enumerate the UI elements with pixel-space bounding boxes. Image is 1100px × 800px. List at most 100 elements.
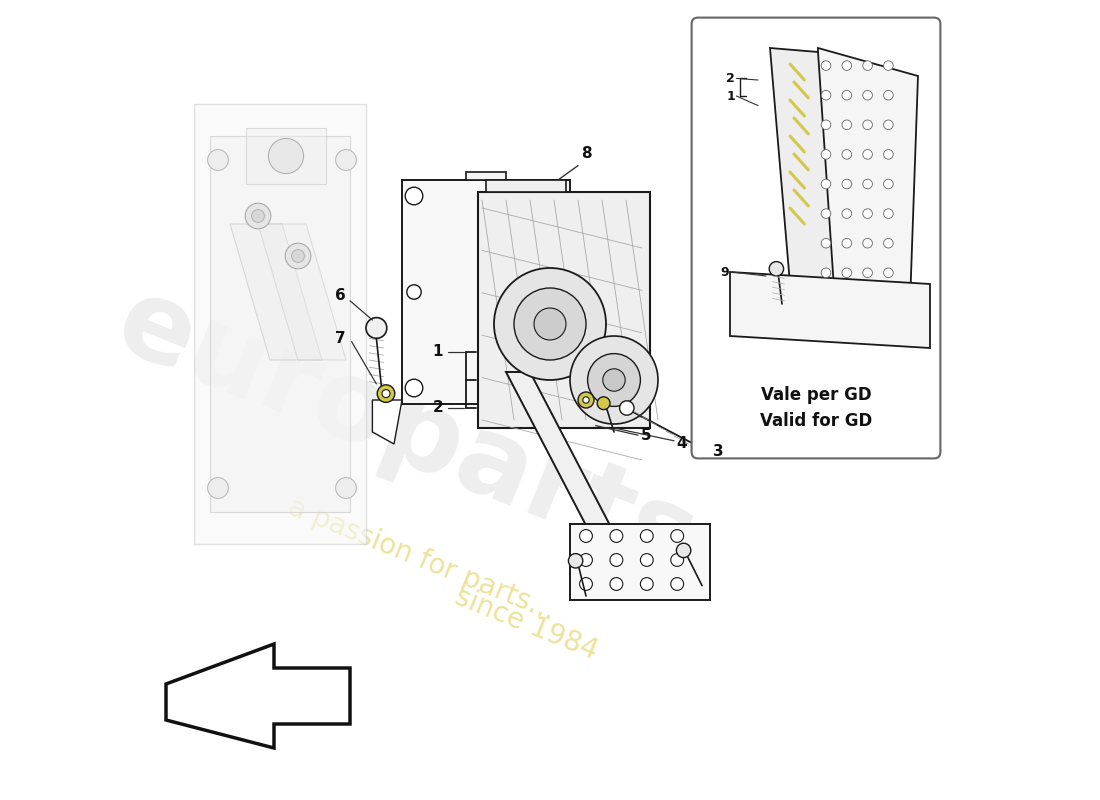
Circle shape [842,179,851,189]
Circle shape [640,578,653,590]
Text: 1: 1 [432,345,443,359]
Circle shape [769,262,783,276]
Polygon shape [402,180,570,404]
Circle shape [862,209,872,218]
Circle shape [549,379,566,397]
Polygon shape [570,524,710,600]
Polygon shape [506,372,626,556]
Circle shape [405,187,422,205]
Circle shape [580,578,593,590]
Circle shape [883,268,893,278]
Text: europarts: europarts [101,267,711,597]
Circle shape [842,150,851,159]
Circle shape [405,379,422,397]
Circle shape [842,268,851,278]
Polygon shape [770,48,834,288]
Polygon shape [230,224,322,360]
Text: 5: 5 [640,428,651,442]
Text: 2: 2 [726,72,735,85]
Circle shape [842,238,851,248]
Polygon shape [730,272,930,348]
Circle shape [822,209,830,218]
Circle shape [549,187,566,205]
Text: 2: 2 [432,401,443,415]
Text: 9: 9 [720,266,728,278]
Circle shape [252,210,264,222]
Circle shape [285,243,311,269]
Circle shape [822,120,830,130]
Circle shape [597,397,611,410]
Polygon shape [194,104,366,544]
Circle shape [883,150,893,159]
Text: 3: 3 [713,444,724,458]
Circle shape [534,308,566,340]
Circle shape [514,288,586,360]
Circle shape [640,554,653,566]
Polygon shape [246,128,326,184]
Circle shape [603,369,625,391]
Text: Vale per GD
Valid for GD: Vale per GD Valid for GD [760,386,872,430]
Circle shape [842,90,851,100]
Circle shape [382,390,390,398]
Circle shape [569,554,583,568]
Circle shape [862,120,872,130]
Text: 6: 6 [336,289,345,303]
Circle shape [610,530,623,542]
Circle shape [208,478,229,498]
Circle shape [292,250,305,262]
Polygon shape [486,180,566,192]
Text: a passion for parts...: a passion for parts... [284,494,560,626]
Circle shape [883,238,893,248]
Circle shape [883,90,893,100]
Circle shape [619,401,634,415]
Circle shape [862,150,872,159]
Polygon shape [166,644,350,748]
Circle shape [407,285,421,299]
Circle shape [883,120,893,130]
Polygon shape [810,48,918,304]
Circle shape [570,336,658,424]
Circle shape [842,120,851,130]
Circle shape [583,397,590,403]
Circle shape [671,554,683,566]
Circle shape [883,209,893,218]
Circle shape [822,268,830,278]
Circle shape [862,238,872,248]
Circle shape [842,209,851,218]
Circle shape [671,578,683,590]
Circle shape [822,61,830,70]
Circle shape [671,530,683,542]
Circle shape [610,554,623,566]
Circle shape [245,203,271,229]
Circle shape [366,318,387,338]
Circle shape [578,392,594,408]
Circle shape [580,530,593,542]
Circle shape [336,478,356,498]
Circle shape [862,179,872,189]
Circle shape [208,150,229,170]
Text: 8: 8 [581,146,592,161]
Circle shape [587,354,640,406]
Text: 1: 1 [726,90,735,102]
Circle shape [842,61,851,70]
Circle shape [377,385,395,402]
Polygon shape [210,136,350,512]
Polygon shape [258,224,346,360]
Circle shape [883,179,893,189]
Text: 4: 4 [676,436,688,450]
Circle shape [862,61,872,70]
Circle shape [822,179,830,189]
Circle shape [822,90,830,100]
Circle shape [862,268,872,278]
Circle shape [640,530,653,542]
Polygon shape [466,172,506,180]
Circle shape [268,138,304,174]
Circle shape [822,238,830,248]
Polygon shape [373,400,402,444]
Circle shape [676,543,691,558]
Polygon shape [478,192,650,428]
FancyBboxPatch shape [692,18,940,458]
Circle shape [610,578,623,590]
Text: since 1984: since 1984 [451,582,602,666]
Circle shape [822,150,830,159]
